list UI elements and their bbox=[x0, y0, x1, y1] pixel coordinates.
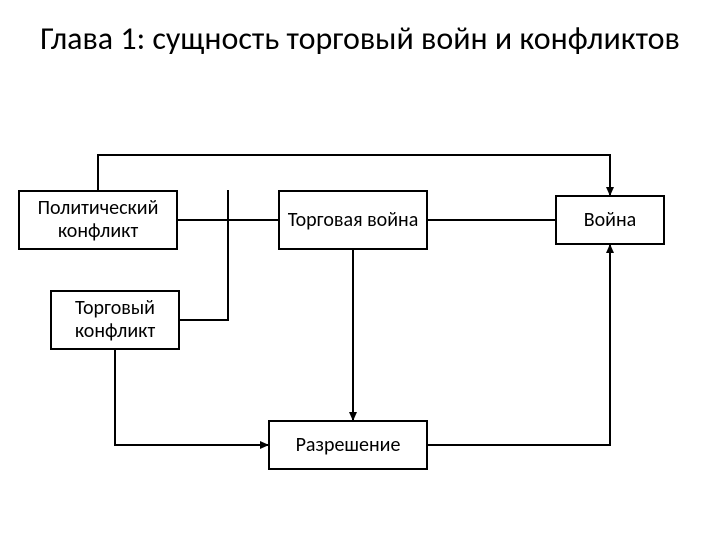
page-title: Глава 1: сущность торговый войн и конфли… bbox=[0, 20, 720, 58]
node-trade-conflict: Торговый конфликт bbox=[50, 290, 180, 350]
node-political-conflict: Политический конфликт bbox=[18, 190, 178, 250]
node-label: Война bbox=[584, 209, 637, 232]
node-label: Торговая война bbox=[288, 209, 419, 232]
node-resolution: Разрешение bbox=[268, 420, 428, 470]
node-label: Политический конфликт bbox=[26, 197, 170, 243]
node-trade-war: Торговая война bbox=[278, 190, 428, 250]
node-war: Война bbox=[555, 195, 665, 245]
node-label: Разрешение bbox=[296, 434, 401, 457]
node-label: Торговый конфликт bbox=[58, 297, 172, 343]
